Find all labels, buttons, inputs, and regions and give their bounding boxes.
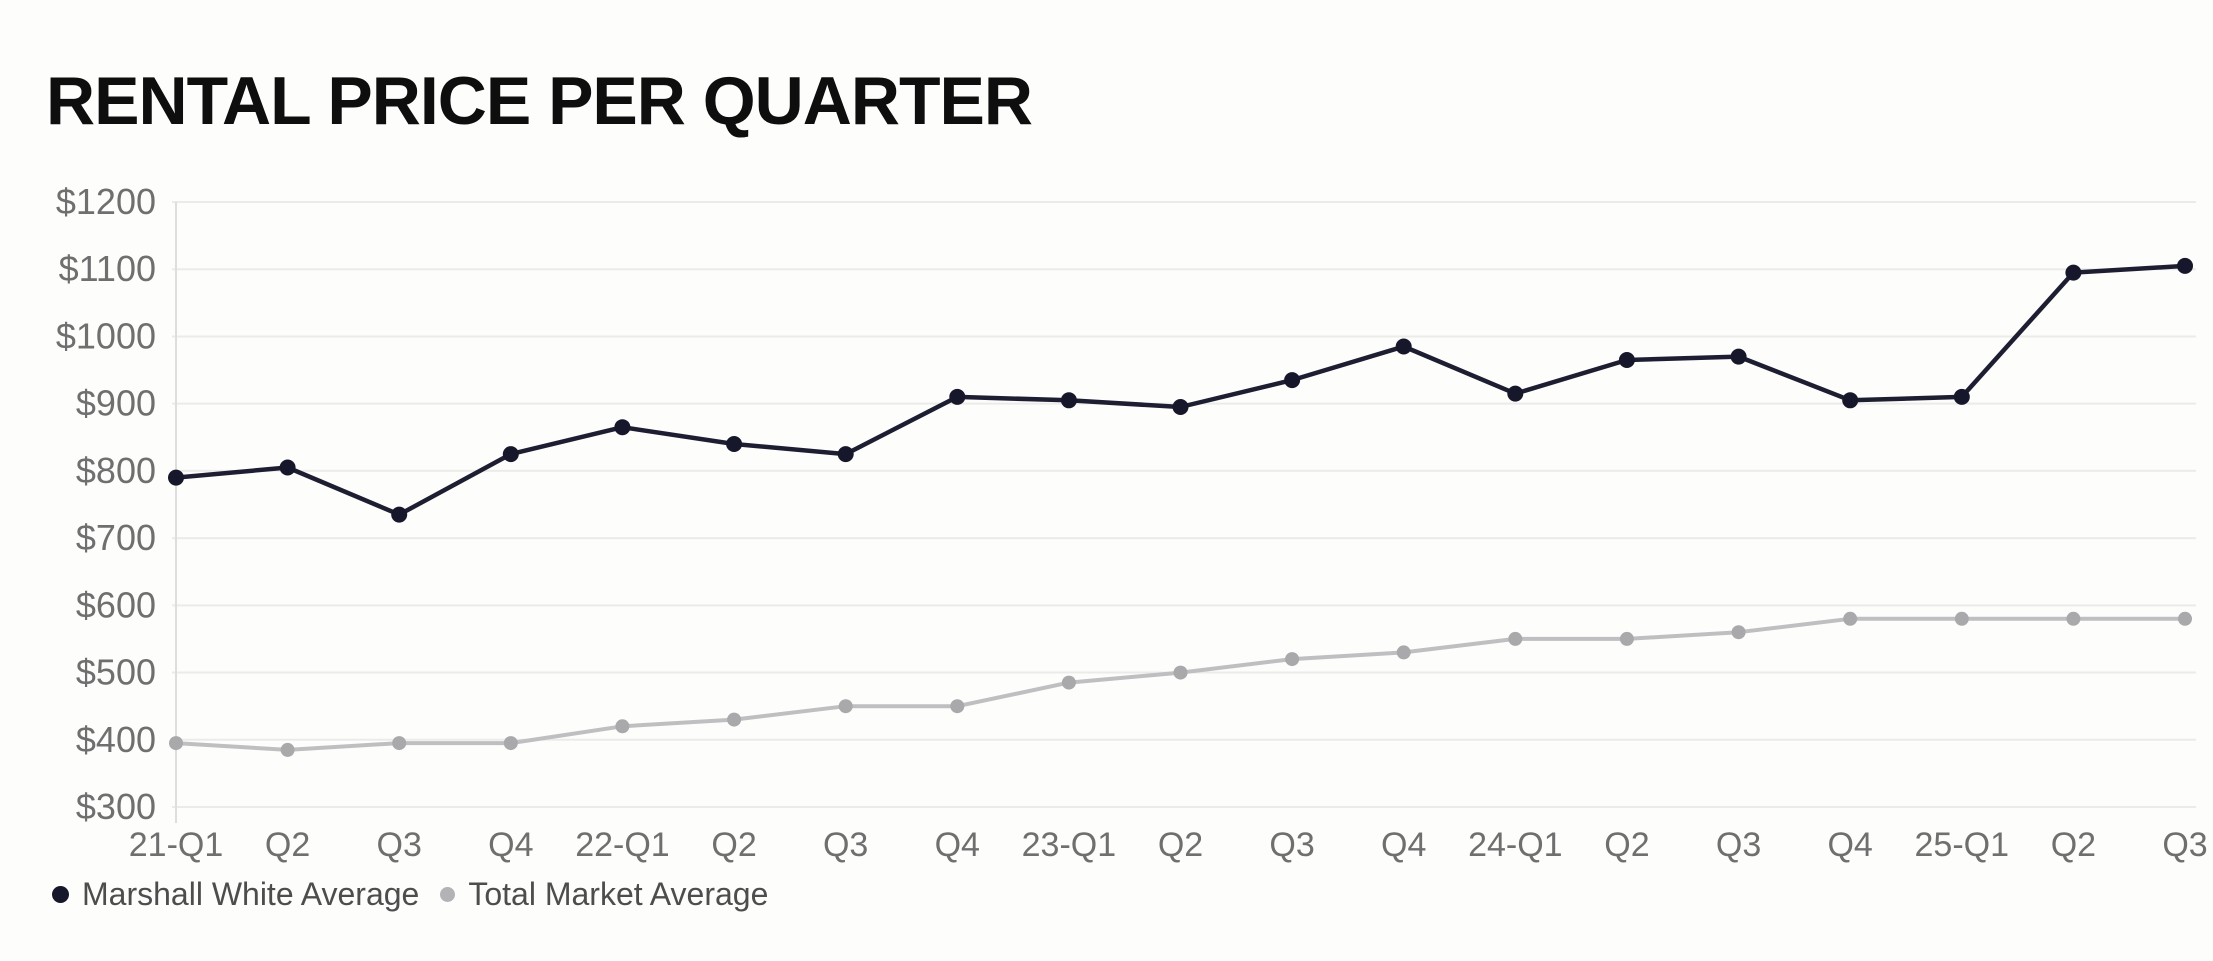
x-axis-tick-label: Q3 bbox=[823, 826, 868, 864]
x-axis-tick-label: 22-Q1 bbox=[575, 826, 670, 864]
y-axis-tick-label: $500 bbox=[76, 652, 156, 693]
y-axis-tick-label: $700 bbox=[76, 517, 156, 558]
marshall-white-line bbox=[173, 263, 2188, 517]
y-axis-tick-label: $1100 bbox=[59, 248, 156, 289]
data-point-marshall-white bbox=[2065, 264, 2082, 281]
legend-marker-total-market-icon bbox=[440, 887, 456, 902]
data-point-total-market bbox=[1843, 611, 1858, 626]
data-point-marshall-white bbox=[502, 446, 519, 463]
data-point-total-market bbox=[1285, 652, 1300, 667]
data-point-total-market bbox=[1731, 625, 1746, 640]
y-axis-tick-label: $900 bbox=[76, 383, 156, 424]
x-axis-tick-label: Q4 bbox=[1827, 826, 1872, 864]
data-point-marshall-white bbox=[1842, 392, 1859, 409]
x-axis-tick-label: Q2 bbox=[2051, 826, 2096, 864]
data-point-marshall-white bbox=[391, 506, 408, 523]
data-point-marshall-white bbox=[279, 459, 296, 476]
data-point-total-market bbox=[280, 742, 295, 757]
data-point-total-market bbox=[2178, 611, 2192, 626]
y-axis-tick-label: $1200 bbox=[56, 181, 156, 222]
data-point-total-market bbox=[1173, 665, 1188, 680]
data-point-total-market bbox=[1619, 631, 1634, 646]
x-axis-tick-label: Q2 bbox=[265, 826, 310, 864]
data-point-marshall-white bbox=[614, 419, 631, 436]
data-point-marshall-white bbox=[949, 388, 966, 405]
data-point-total-market bbox=[2066, 611, 2081, 626]
legend-marker-marshall-white-icon bbox=[52, 886, 69, 903]
data-point-marshall-white bbox=[1172, 399, 1189, 415]
data-point-total-market bbox=[1061, 675, 1076, 690]
x-axis-tick-label: 23-Q1 bbox=[1022, 826, 1117, 864]
legend-label-total-market: Total Market Average bbox=[468, 876, 769, 912]
x-axis-tick-label: 24-Q1 bbox=[1468, 826, 1563, 864]
x-axis-tick-label: Q3 bbox=[377, 826, 422, 864]
y-axis-tick-label: $600 bbox=[76, 584, 156, 625]
legend-label-marshall-white: Marshall White Average bbox=[82, 876, 420, 912]
x-axis-tick-label: Q2 bbox=[1604, 826, 1649, 864]
data-point-marshall-white bbox=[1395, 338, 1412, 355]
x-axis-tick-label: Q2 bbox=[1158, 826, 1203, 864]
x-axis-tick-label: Q3 bbox=[1716, 826, 1761, 864]
data-point-total-market bbox=[1508, 631, 1523, 646]
x-axis-tick-label: 25-Q1 bbox=[1915, 826, 2010, 864]
data-point-total-market bbox=[838, 699, 853, 714]
data-point-marshall-white bbox=[168, 469, 184, 486]
data-point-marshall-white bbox=[1953, 388, 1970, 405]
x-axis-tick-label: Q3 bbox=[2162, 826, 2207, 864]
data-point-marshall-white bbox=[726, 436, 743, 452]
x-axis-tick-label: Q3 bbox=[1269, 826, 1314, 864]
total-market-line bbox=[174, 616, 2187, 752]
data-point-marshall-white bbox=[1284, 372, 1301, 389]
y-axis-tick-label: $1000 bbox=[56, 315, 156, 356]
y-axis-tick-label: $400 bbox=[76, 719, 156, 760]
y-axis-tick-label: $800 bbox=[76, 450, 156, 491]
data-point-marshall-white bbox=[837, 446, 854, 463]
x-axis-tick-label: Q2 bbox=[711, 826, 756, 864]
x-axis-tick-label: Q4 bbox=[935, 826, 980, 864]
y-axis-tick-label: $300 bbox=[76, 786, 156, 827]
data-point-marshall-white bbox=[1507, 385, 1524, 402]
data-point-marshall-white bbox=[1618, 352, 1635, 368]
x-axis-tick-label: Q4 bbox=[1381, 826, 1426, 864]
data-point-total-market bbox=[950, 699, 965, 714]
data-point-total-market bbox=[1396, 645, 1411, 660]
data-point-marshall-white bbox=[2177, 257, 2193, 274]
data-point-total-market bbox=[1954, 611, 1969, 626]
data-point-total-market bbox=[392, 736, 407, 751]
data-point-marshall-white bbox=[1730, 348, 1747, 365]
x-axis-tick-label: Q4 bbox=[488, 826, 533, 864]
data-point-marshall-white bbox=[1060, 392, 1077, 409]
data-point-total-market bbox=[727, 712, 742, 727]
data-point-total-market bbox=[615, 719, 630, 734]
x-axis-tick-label: 21-Q1 bbox=[129, 826, 224, 864]
chart-legend: Marshall White Average Total Market Aver… bbox=[52, 876, 768, 913]
chart-title: RENTAL PRICE PER QUARTER bbox=[46, 63, 1033, 139]
data-point-total-market bbox=[503, 736, 518, 751]
data-point-total-market bbox=[169, 736, 183, 751]
